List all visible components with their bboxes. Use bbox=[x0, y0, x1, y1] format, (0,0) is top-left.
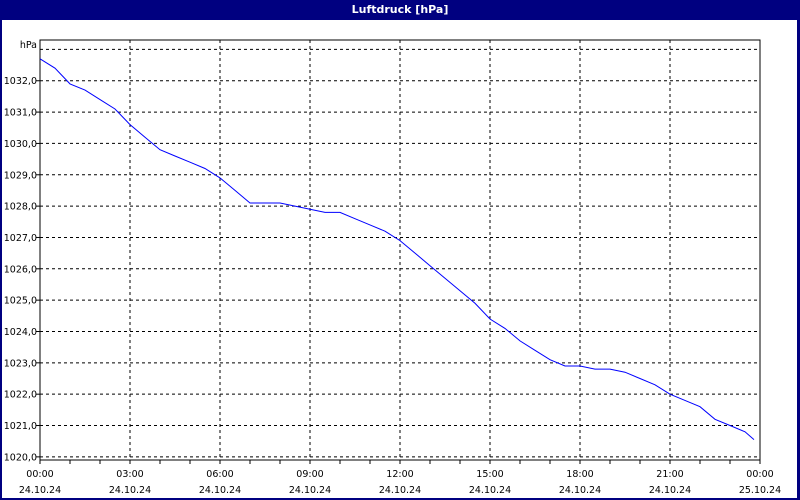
y-tick-label: 1026,0 bbox=[4, 264, 37, 275]
x-tick-date: 24.10.24 bbox=[109, 485, 151, 496]
x-tick-time: 00:00 bbox=[746, 469, 773, 480]
y-tick-label: 1032,0 bbox=[4, 76, 37, 87]
x-tick-date: 24.10.24 bbox=[469, 485, 511, 496]
y-tick-label: 1023,0 bbox=[4, 358, 37, 369]
y-tick-label: 1027,0 bbox=[4, 233, 37, 244]
x-tick-date: 25.10.24 bbox=[739, 485, 781, 496]
x-tick-time: 15:00 bbox=[476, 469, 503, 480]
chart-title: Luftdruck [hPa] bbox=[351, 3, 449, 16]
x-tick-time: 03:00 bbox=[116, 469, 143, 480]
y-axis-unit: hPa bbox=[20, 40, 37, 51]
x-tick-date: 24.10.24 bbox=[289, 485, 331, 496]
y-tick-label: 1022,0 bbox=[4, 390, 37, 401]
y-tick-label: 1024,0 bbox=[4, 327, 37, 338]
x-tick-time: 18:00 bbox=[566, 469, 593, 480]
x-tick-date: 24.10.24 bbox=[19, 485, 61, 496]
x-tick-date: 24.10.24 bbox=[379, 485, 421, 496]
y-tick-label: 1031,0 bbox=[4, 108, 37, 119]
y-tick-label: 1029,0 bbox=[4, 170, 37, 181]
x-tick-date: 24.10.24 bbox=[199, 485, 241, 496]
x-tick-time: 21:00 bbox=[656, 469, 683, 480]
y-tick-label: 1025,0 bbox=[4, 296, 37, 307]
x-tick-date: 24.10.24 bbox=[649, 485, 691, 496]
x-tick-time: 00:00 bbox=[26, 469, 53, 480]
x-tick-time: 12:00 bbox=[386, 469, 413, 480]
y-tick-label: 1020,0 bbox=[4, 452, 37, 463]
y-tick-label: 1030,0 bbox=[4, 139, 37, 150]
x-tick-time: 06:00 bbox=[206, 469, 233, 480]
x-tick-date: 24.10.24 bbox=[559, 485, 601, 496]
plot-border bbox=[39, 39, 761, 461]
y-tick-label: 1021,0 bbox=[4, 421, 37, 432]
x-tick-time: 09:00 bbox=[296, 469, 323, 480]
pressure-series-line bbox=[39, 58, 755, 440]
y-tick-label: 1028,0 bbox=[4, 202, 37, 213]
